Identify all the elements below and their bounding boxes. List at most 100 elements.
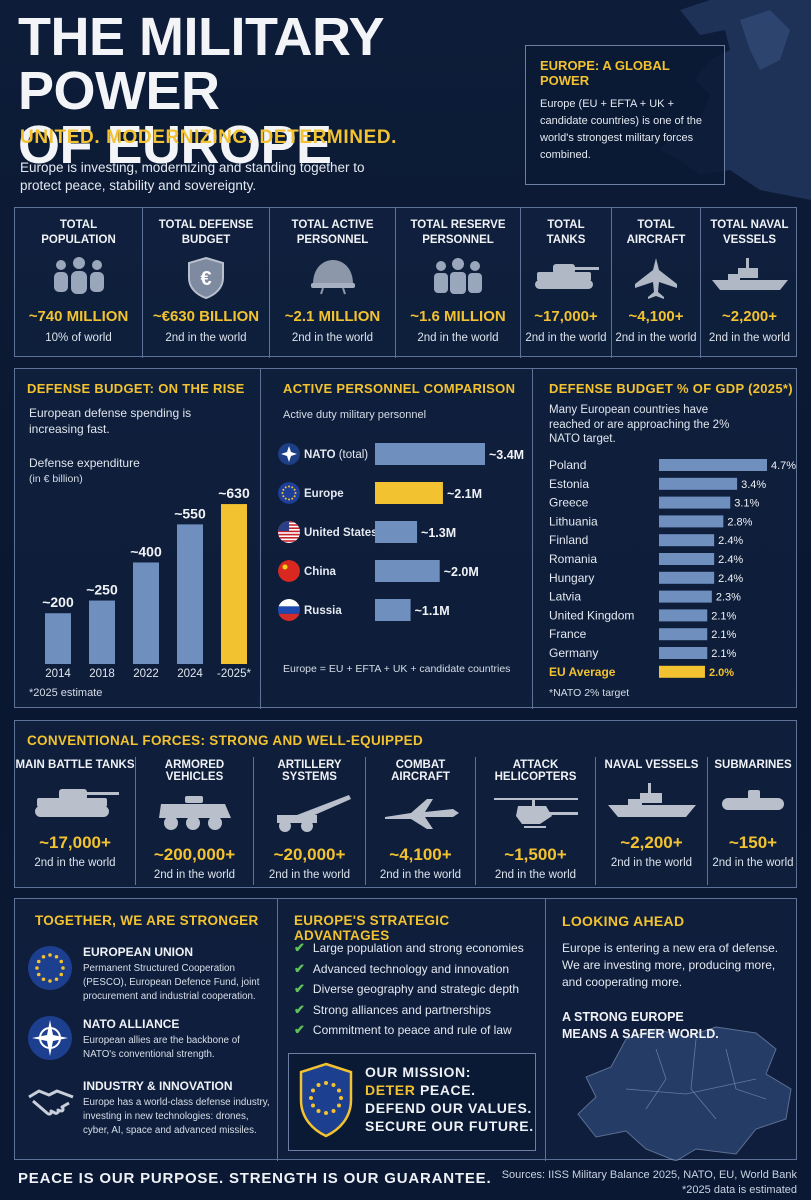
stat-tanks: TOTAL TANKS ~17,000+ 2nd in the world <box>520 208 611 358</box>
force-value: ~150+ <box>728 833 778 852</box>
data-label: 2.3% <box>716 592 741 604</box>
category-label: United States <box>304 527 378 539</box>
force-value: ~200,000+ <box>153 845 236 864</box>
svg-text:€: € <box>200 268 211 290</box>
stat-aircraft: TOTAL AIRCRAFT ~4,100+ 2nd in the world <box>611 208 700 358</box>
force-sub: 2nd in the world <box>153 869 236 881</box>
eu-flag-icon <box>278 482 300 504</box>
data-label: ~250 <box>86 582 118 598</box>
category-label: United Kingdom <box>549 608 634 622</box>
us-flag-icon <box>278 521 300 543</box>
bottom-section: TOGETHER, WE ARE STRONGER EUROPEAN UNION… <box>14 898 798 1161</box>
stat-sub: 2nd in the world <box>615 332 697 344</box>
bar <box>133 562 159 664</box>
mission-box: OUR MISSION: DETER PEACE. DEFEND OUR VAL… <box>288 1053 536 1151</box>
global-power-body: Europe (EU + EFTA + UK + candidate count… <box>540 98 703 161</box>
bar <box>375 482 443 504</box>
data-label: ~200 <box>42 594 74 610</box>
tick-label: 2018 <box>89 668 115 679</box>
ship-icon <box>711 258 788 290</box>
force-sub: 2nd in the world <box>379 869 462 881</box>
data-label: 3.4% <box>741 479 766 491</box>
advantages-list: ✔ Large population and strong economies ✔… <box>294 938 524 1041</box>
bar <box>375 560 440 582</box>
advantage-item: ✔ Advanced technology and innovation <box>294 959 524 980</box>
bar <box>221 504 247 664</box>
stat-value: ~740 MILLION <box>28 308 129 325</box>
org-body: Europe has a world-class defense industr… <box>83 1097 270 1136</box>
looking-ahead-panel: LOOKING AHEAD Europe is entering a new e… <box>545 899 798 1161</box>
handshake-icon <box>28 1089 74 1116</box>
advantage-item: ✔ Strong alliances and partnerships <box>294 1000 524 1021</box>
jet-icon <box>635 258 677 299</box>
force-value: ~1,500+ <box>504 845 567 864</box>
looking-ahead-body: Europe is entering a new era of defense.… <box>562 941 779 989</box>
russia-flag-icon <box>278 599 300 621</box>
force-label: NAVAL VESSELS <box>604 759 699 771</box>
bar <box>659 647 708 659</box>
bar <box>659 534 715 547</box>
data-label: 2.4% <box>718 535 743 547</box>
footer-slogan: PEACE IS OUR PURPOSE. STRENGTH IS OUR GU… <box>18 1170 492 1187</box>
org-title: EUROPEAN UNION <box>83 945 194 959</box>
category-label: Hungary <box>549 571 594 585</box>
force-label: SUBMARINES <box>714 759 792 771</box>
budget-panel: DEFENSE BUDGET: ON THE RISE European def… <box>15 369 260 709</box>
helicopter-icon <box>493 798 578 828</box>
advantages-title: EUROPE'S STRATEGIC ADVANTAGES <box>294 913 450 943</box>
global-power-title: EUROPE: A GLOBAL POWER <box>540 58 670 88</box>
stat-label: TOTAL DEFENSE BUDGET <box>158 219 254 246</box>
org-title: INDUSTRY & INNOVATION <box>83 1079 233 1093</box>
page-title: THE MILITARY POWER OF EUROPE <box>18 7 384 175</box>
advantage-item: ✔ Commitment to peace and rule of law <box>294 1020 524 1041</box>
stat-label: TOTAL TANKS <box>546 219 586 246</box>
force-armored: ARMORED VEHICLES ~200,000+ 2nd in the wo… <box>135 757 253 885</box>
stat-sub: 2nd in the world <box>525 332 607 344</box>
budget-chart-unit: (in € billion) <box>29 473 83 485</box>
warship-icon <box>607 783 696 817</box>
nato-flag-icon <box>278 443 300 465</box>
data-label: ~1.1M <box>415 604 450 618</box>
data-label: 4.7% <box>771 460 796 472</box>
gdp-bar-chart: Poland 4.7% Estonia 3.4% Greece 3.1% Lithuania… <box>549 458 796 679</box>
advantage-item: ✔ Diverse geography and strategic depth <box>294 979 524 1000</box>
stat-sub: 2nd in the world <box>165 332 247 344</box>
eu-circle-icon <box>28 946 72 990</box>
force-sub: 2nd in the world <box>34 857 116 869</box>
data-label: ~1.3M <box>421 526 456 540</box>
forces-title: CONVENTIONAL FORCES: STRONG AND WELL-EQU… <box>27 733 424 748</box>
force-naval: NAVAL VESSELS ~2,200+ 2nd in the world <box>595 757 707 885</box>
tick-label: -2025* <box>217 668 251 679</box>
together-panel: TOGETHER, WE ARE STRONGER EUROPEAN UNION… <box>15 899 277 1161</box>
stat-reserve-personnel: TOTAL RESERVE PERSONNEL ~1.6 MILLION 2nd … <box>395 208 520 358</box>
bar <box>89 600 115 664</box>
data-label: ~630 <box>218 485 250 501</box>
submarine-icon <box>722 790 784 810</box>
stat-value: ~2,200+ <box>721 308 778 325</box>
force-value: ~20,000+ <box>273 845 346 864</box>
people-icon <box>53 257 104 294</box>
data-label: 2.8% <box>727 516 752 528</box>
category-label: Estonia <box>549 477 589 491</box>
china-flag-icon <box>278 560 300 582</box>
data-label: 3.1% <box>734 498 759 510</box>
personnel-bar-chart: NATO (total) ~3.4M Europe ~2.1M United State… <box>278 443 524 621</box>
check-icon: ✔ <box>294 960 305 976</box>
stat-sub: 2nd in the world <box>417 332 499 344</box>
check-icon: ✔ <box>294 1022 305 1037</box>
budget-note: *2025 estimate <box>29 687 103 699</box>
budget-chart-label: Defense expenditure <box>29 456 140 470</box>
bar <box>659 609 708 622</box>
tagline: UNITED. MODERNIZING. DETERMINED. <box>20 127 398 148</box>
category-label: Germany <box>549 646 598 660</box>
stat-sub: 2nd in the world <box>291 332 374 344</box>
force-submarines: SUBMARINES ~150+ 2nd in the world <box>707 757 798 885</box>
data-label: ~550 <box>174 505 206 521</box>
forces-section: CONVENTIONAL FORCES: STRONG AND WELL-EQU… <box>14 720 797 888</box>
bar <box>177 524 203 664</box>
sources-text: Sources: IISS Military Balance 2025, NAT… <box>501 1169 797 1181</box>
stat-active-personnel: TOTAL ACTIVE PERSONNEL ~2.1 MILLION 2nd i… <box>269 208 395 358</box>
check-icon: ✔ <box>294 940 305 955</box>
stat-label: TOTAL AIRCRAFT <box>626 219 686 246</box>
stat-label: TOTAL ACTIVE PERSONNEL <box>291 219 374 246</box>
